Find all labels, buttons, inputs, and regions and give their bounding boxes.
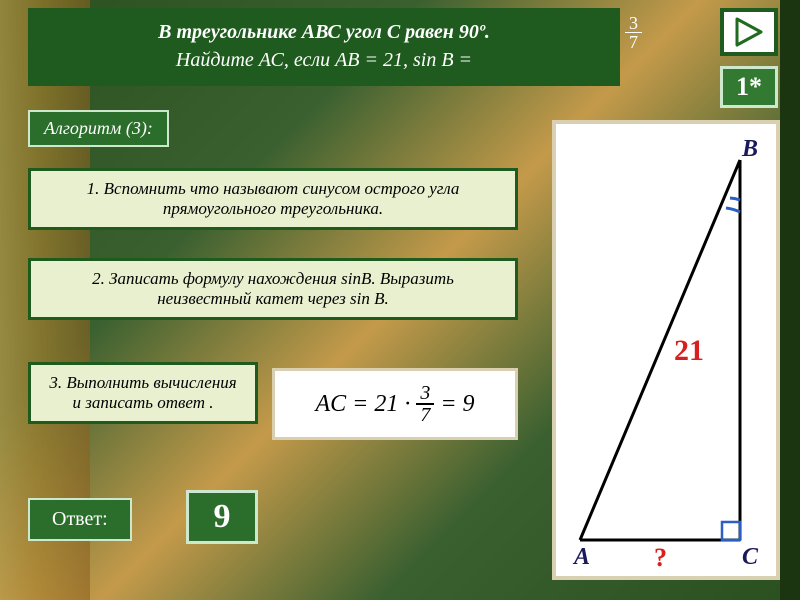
header-fraction: 3 7 bbox=[625, 14, 642, 51]
task-number-badge: 1* bbox=[720, 66, 778, 108]
play-icon bbox=[735, 17, 763, 47]
header-line2: Найдите АС, если АВ = 21, sin B = bbox=[46, 46, 602, 74]
formula-eq1: = bbox=[352, 391, 368, 418]
svg-text:?: ? bbox=[654, 543, 667, 570]
formula: AC = 21 · 3 7 = 9 bbox=[315, 383, 474, 425]
algorithm-button[interactable]: Алгоритм (3): bbox=[28, 110, 169, 147]
formula-fraction: 3 7 bbox=[416, 383, 434, 425]
fraction-denominator: 7 bbox=[625, 33, 642, 51]
svg-text:21: 21 bbox=[674, 334, 704, 367]
formula-frac-den: 7 bbox=[416, 405, 434, 425]
formula-coef: 21 bbox=[374, 391, 398, 418]
answer-value: 9 bbox=[186, 490, 258, 544]
header-line1: В треугольнике АВС угол С равен 90º. bbox=[46, 18, 602, 46]
svg-text:B: B bbox=[741, 140, 758, 162]
step-2[interactable]: 2. Записать формулу нахождения sinВ. Выр… bbox=[28, 258, 518, 320]
triangle-figure: A B C 21? bbox=[560, 140, 775, 570]
answer-label: Ответ: bbox=[28, 498, 132, 541]
formula-box: AC = 21 · 3 7 = 9 bbox=[272, 368, 518, 440]
formula-frac-num: 3 bbox=[416, 383, 434, 405]
formula-eq2: = bbox=[440, 391, 456, 418]
step-1[interactable]: 1. Вспомнить что называют синусом острог… bbox=[28, 168, 518, 230]
formula-dot: · bbox=[404, 391, 410, 418]
play-button[interactable] bbox=[720, 8, 778, 56]
formula-lhs: AC bbox=[315, 391, 346, 418]
step-3[interactable]: 3. Выполнить вычисления и записать ответ… bbox=[28, 362, 258, 424]
svg-text:A: A bbox=[572, 544, 590, 570]
fraction-numerator: 3 bbox=[625, 14, 642, 33]
problem-header: В треугольнике АВС угол С равен 90º. Най… bbox=[28, 8, 620, 86]
svg-text:C: C bbox=[742, 544, 759, 570]
formula-result: 9 bbox=[463, 391, 475, 418]
